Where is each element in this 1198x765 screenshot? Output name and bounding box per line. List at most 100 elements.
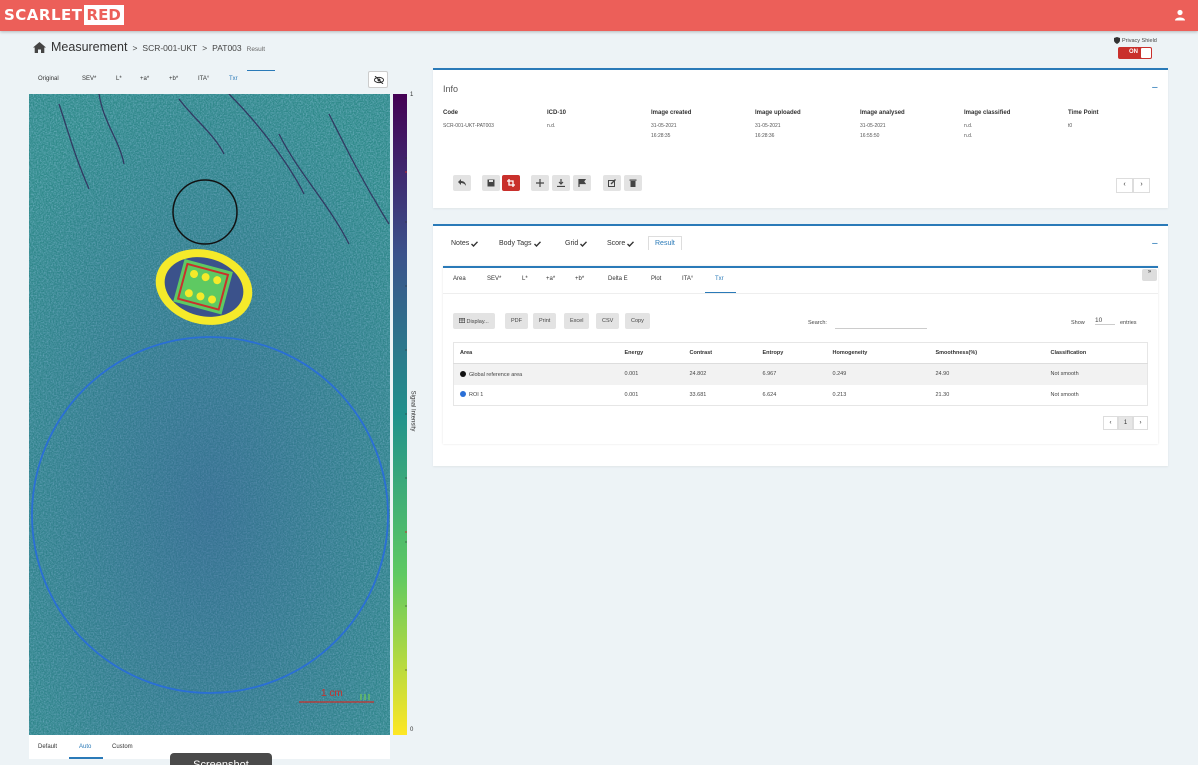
next-page-button[interactable]: › <box>1133 416 1148 430</box>
table-row[interactable]: Global reference area 0.001 24.802 6.967… <box>453 363 1148 385</box>
breadcrumb: Measurement > SCR-001-UKT > PAT003 Resul… <box>33 40 265 54</box>
privacy-shield-toggle[interactable]: ON <box>1118 47 1152 59</box>
subtab-plot[interactable]: Plot <box>651 276 662 282</box>
edit-icon <box>608 179 616 187</box>
csv-button[interactable]: CSV <box>596 313 620 329</box>
area-color-dot <box>460 370 466 377</box>
column-header[interactable]: Classification <box>1044 342 1148 364</box>
texture-image[interactable]: 1 cm <box>29 94 390 735</box>
tab-auto[interactable]: Auto <box>79 744 92 750</box>
subtab-txr[interactable]: Txr <box>715 276 724 282</box>
homogeneity-cell: 0.249 <box>826 363 930 385</box>
smoothness-cell: 24.90 <box>929 363 1045 385</box>
energy-cell: 0.001 <box>618 363 684 385</box>
subtab-sev[interactable]: SEV* <box>487 276 502 282</box>
table-header-row: Area Energy Contrast Entropy Homogeneity… <box>453 342 1148 364</box>
smoothness-cell: 21.30 <box>935 391 950 398</box>
subtab-l[interactable]: L* <box>522 276 528 282</box>
toggle-state: ON <box>1129 49 1138 55</box>
tab-l[interactable]: L* <box>116 76 122 82</box>
check-icon <box>471 240 479 247</box>
contrast-cell: 24.802 <box>683 363 757 385</box>
undo-icon <box>458 179 466 186</box>
privacy-shield-text: Privacy Shield <box>1122 37 1157 44</box>
column-header[interactable]: Entropy <box>756 342 827 364</box>
breadcrumb-patient[interactable]: PAT003 <box>212 43 242 53</box>
move-button[interactable] <box>531 175 549 191</box>
subtab-b[interactable]: +b* <box>575 276 585 282</box>
show-label: Show <box>1071 320 1085 326</box>
subtab-area[interactable]: Area <box>453 276 466 282</box>
collapse-info-button[interactable]: − <box>1151 82 1158 94</box>
energy-cell: 0.001 <box>624 391 639 398</box>
active-tab-indicator <box>247 70 275 71</box>
texture-map: 1 cm <box>29 94 390 735</box>
column-header[interactable]: Contrast <box>683 342 757 364</box>
tab-a[interactable]: +a* <box>140 76 150 82</box>
flag-button[interactable] <box>573 175 591 191</box>
tab-txr[interactable]: Txr <box>229 76 238 82</box>
excel-button[interactable]: Excel <box>564 313 590 329</box>
tab-sev[interactable]: SEV* <box>82 76 97 82</box>
tab-default[interactable]: Default <box>38 744 58 750</box>
search-input[interactable] <box>835 315 927 329</box>
edit-button[interactable] <box>603 175 621 191</box>
hide-overlay-button[interactable] <box>368 71 388 88</box>
privacy-shield-label: Privacy Shield <box>1114 37 1157 44</box>
tab-notes[interactable]: Notes <box>451 240 479 247</box>
subtab-a[interactable]: +a* <box>546 276 556 282</box>
home-icon[interactable] <box>33 41 46 53</box>
tab-body-tags[interactable]: Body Tags <box>499 240 541 247</box>
undo-button[interactable] <box>453 175 471 191</box>
column-header[interactable]: Energy <box>618 342 684 364</box>
scarlet-red-logo[interactable]: SCARLET RED <box>4 3 124 27</box>
print-button[interactable]: Print <box>533 313 557 329</box>
signal-intensity-colorbar <box>393 94 411 735</box>
tab-custom[interactable]: Custom <box>112 744 133 750</box>
tab-ita[interactable]: ITA° <box>198 76 210 82</box>
crop-button[interactable] <box>502 175 520 191</box>
top-bar: SCARLET RED <box>0 0 1198 31</box>
flag-icon <box>578 179 586 187</box>
tab-grid[interactable]: Grid <box>565 240 588 247</box>
search-label: Search: <box>808 320 827 326</box>
save-button[interactable] <box>482 175 500 191</box>
copy-button[interactable]: Copy <box>625 313 650 329</box>
column-header[interactable]: Smoothness(%) <box>929 342 1045 364</box>
area-cell: ROI 1 <box>454 385 619 406</box>
tab-b[interactable]: +b* <box>169 76 179 82</box>
tab-score[interactable]: Score <box>607 240 635 247</box>
tab-original[interactable]: Original <box>38 76 59 82</box>
prev-page-button[interactable]: ‹ <box>1103 416 1118 430</box>
column-header[interactable]: Area <box>453 342 619 364</box>
table-row[interactable]: ROI 1 0.001 33.681 6.624 0.213 21.30 Not… <box>454 385 1148 406</box>
subtab-ita[interactable]: ITA° <box>682 276 694 282</box>
logo-text-left: SCARLET <box>4 6 83 24</box>
texture-results-table: Area Energy Contrast Entropy Homogeneity… <box>453 342 1148 406</box>
texture-result-card: Area SEV* L* +a* +b* Delta E Plot ITA° T… <box>443 266 1158 444</box>
check-icon <box>627 240 635 247</box>
collapse-result-button[interactable]: − <box>1151 238 1158 250</box>
display-columns-button[interactable]: Display... <box>453 313 495 329</box>
info-image-analysed: Image analysed 31-05-2021 16:55:50 <box>860 110 905 139</box>
page-size-select[interactable]: 10 <box>1095 317 1115 325</box>
subtab-delta-e[interactable]: Delta E <box>608 276 628 282</box>
breadcrumb-study[interactable]: SCR-001-UKT <box>142 43 198 53</box>
screenshot-button[interactable]: Screenshot <box>170 753 272 765</box>
active-subtab-indicator <box>705 292 736 293</box>
next-image-button[interactable]: › <box>1133 178 1150 193</box>
delete-button[interactable] <box>624 175 642 191</box>
entropy-cell: 6.967 <box>756 363 827 385</box>
column-header[interactable]: Homogeneity <box>826 342 930 364</box>
page-1-button[interactable]: 1 <box>1118 416 1133 430</box>
pdf-button[interactable]: PDF <box>505 313 528 329</box>
info-image-classified: Image classified n.d. n.d. <box>964 110 1011 139</box>
classification-cell: Not smooth <box>1044 363 1148 385</box>
area-cell: Global reference area <box>453 363 619 385</box>
download-button[interactable] <box>552 175 570 191</box>
tab-result[interactable]: Result <box>648 236 682 250</box>
prev-image-button[interactable]: ‹ <box>1116 178 1133 193</box>
user-icon[interactable] <box>1174 9 1186 21</box>
breadcrumb-separator: > <box>132 43 138 53</box>
expand-button[interactable]: » <box>1142 269 1157 281</box>
